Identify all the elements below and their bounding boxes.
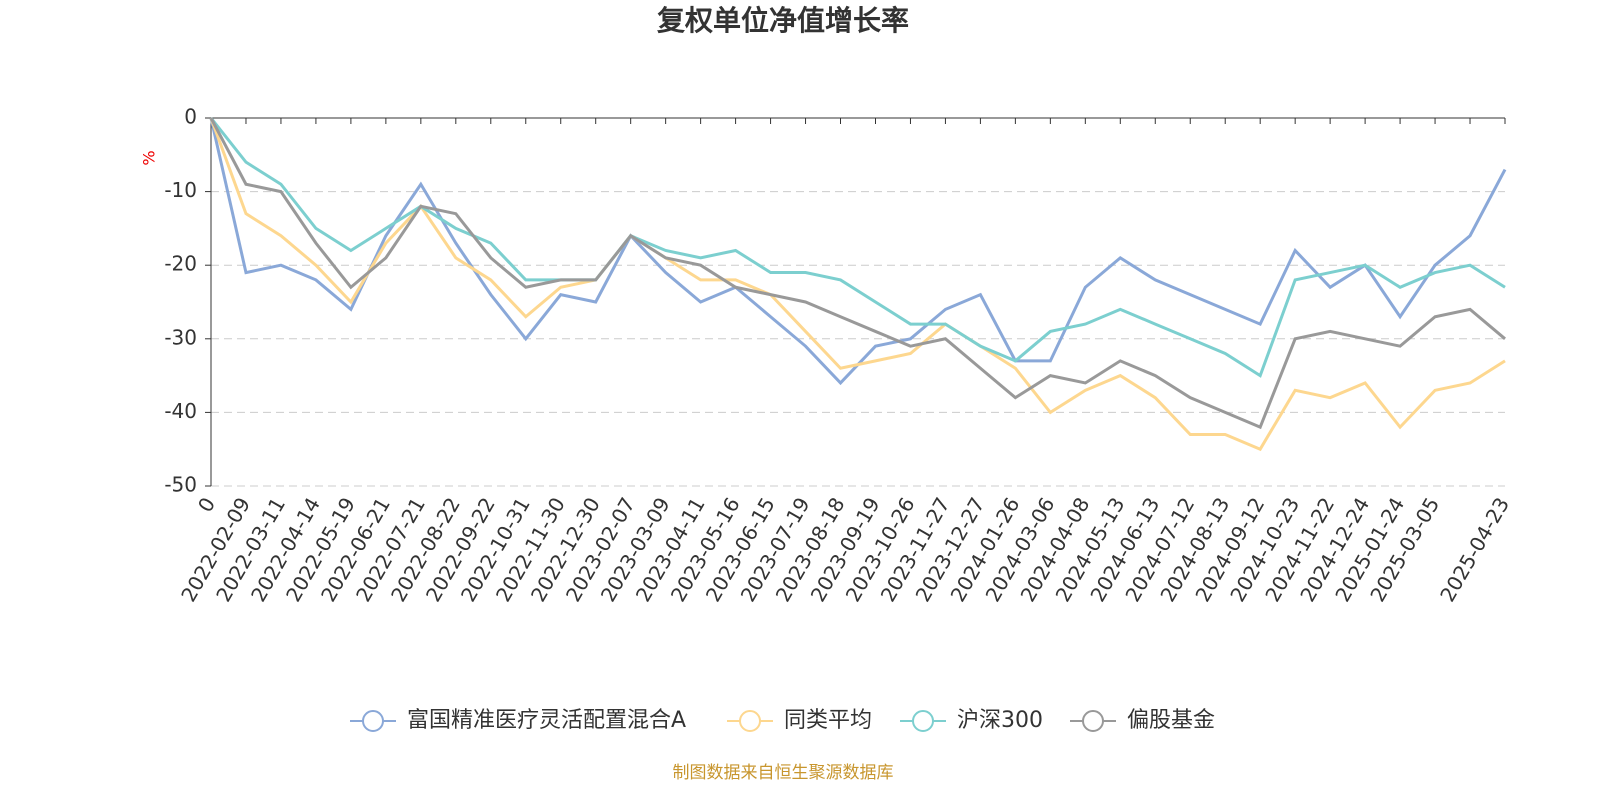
y-tick-label: -50 (164, 473, 197, 497)
legend-label: 同类平均 (784, 708, 872, 733)
x-tick-label: 0 (193, 493, 220, 516)
source-note: 制图数据来自恒生聚源数据库 (673, 763, 894, 783)
legend-symbol (739, 710, 761, 732)
x-tick-label: 2025-04-23 (1435, 493, 1514, 606)
y-tick-label: -20 (164, 252, 197, 276)
series-line (209, 117, 1506, 430)
legend-label: 偏股基金 (1127, 708, 1215, 733)
legend-label: 富国精准医疗灵活配置混合A (407, 708, 686, 733)
legend-symbol (362, 710, 384, 732)
series-line (209, 117, 1507, 386)
legend-symbol (1082, 710, 1104, 732)
legend-label: 沪深300 (957, 708, 1043, 733)
y-tick-label: -10 (164, 178, 197, 202)
legend-symbol (912, 710, 934, 732)
y-tick-label: 0 (184, 105, 197, 129)
series-line (209, 117, 1506, 378)
y-tick-label: -30 (164, 325, 197, 349)
y-axis-label: % (140, 150, 159, 165)
series-line (209, 117, 1506, 452)
y-tick-label: -40 (164, 399, 197, 423)
chart-title: 复权单位净值增长率 (657, 4, 909, 37)
